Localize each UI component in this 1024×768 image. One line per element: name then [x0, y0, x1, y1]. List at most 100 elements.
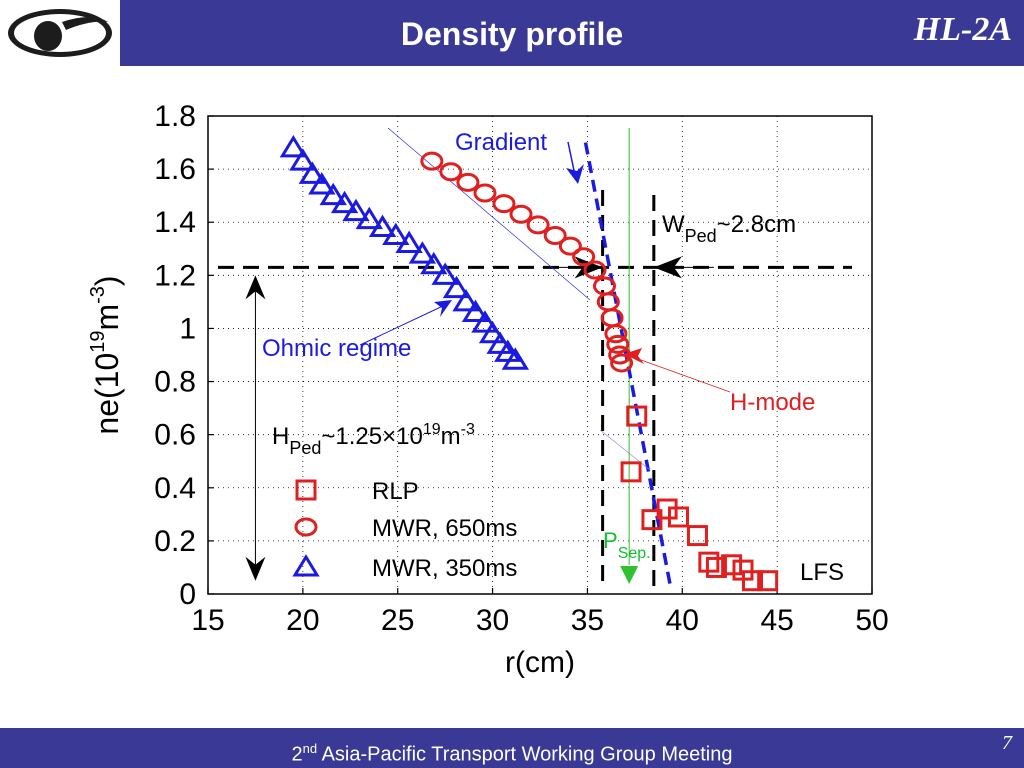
ohmic-pointer: [359, 304, 446, 346]
lfs-label: LFS: [800, 559, 844, 586]
hmode-arrowhead: [624, 348, 644, 364]
h-ped-arrow-up: [245, 275, 266, 300]
mwr350-point: [431, 262, 459, 285]
x-tick-label: 20: [286, 604, 319, 637]
mwr650-point: [492, 194, 516, 214]
y-axis-label-part: m: [89, 304, 125, 331]
page-number: 7: [1002, 732, 1012, 754]
mwr350-point: [471, 310, 499, 333]
x-tick-label: 45: [760, 604, 793, 637]
mwr350-point: [342, 198, 370, 222]
y-axis-label-part: ): [89, 275, 125, 286]
mwr650-point: [610, 353, 634, 373]
mwr350-point: [298, 161, 327, 184]
legend-entry: RLP: [372, 478, 419, 505]
page-title: Density profile: [400, 16, 624, 52]
gradient-fit-line: [583, 142, 673, 590]
mwr350-point: [292, 554, 320, 577]
h-ped-label-part: -3: [461, 421, 475, 438]
y-axis-label-part: 19: [87, 331, 109, 353]
mwr350-point: [289, 148, 317, 171]
y-tick-label: 0: [179, 578, 196, 611]
mwr350-point: [501, 347, 530, 370]
y-tick-label: 1.6: [154, 153, 196, 186]
footer-band: [0, 728, 1024, 768]
mwr350-point: [330, 190, 359, 214]
separatrix-label: PSep.: [603, 528, 651, 562]
y-tick-label: 1: [179, 312, 196, 345]
w-ped-arrow-left: [574, 256, 603, 279]
y-tick-label: 1.8: [154, 100, 196, 133]
ohmic-label: Ohmic regime: [262, 335, 411, 362]
swip-logo-icon: [8, 9, 112, 57]
mwr350-point: [368, 214, 397, 238]
mwr650-point: [558, 236, 582, 256]
hmode-label: H-mode: [730, 389, 815, 416]
rlp-pointer: [599, 429, 651, 471]
h-ped-label-part: 19: [423, 421, 441, 438]
w-ped-label-part: Ped: [685, 226, 717, 246]
mwr650-point: [606, 334, 630, 354]
logo-box: [0, 0, 120, 66]
legend-entry: MWR, 650ms: [372, 515, 517, 542]
y-tick-label: 0.2: [154, 525, 196, 558]
separatrix-label-part: P: [603, 528, 618, 553]
mwr650-point: [583, 260, 607, 280]
y-tick-label: 0.4: [154, 472, 196, 505]
rlp-point: [741, 570, 763, 592]
y-axis-label-part: -3: [87, 286, 109, 304]
mwr350-point: [478, 320, 507, 344]
h-ped-label-part: Ped: [289, 438, 321, 458]
mwr650-point: [456, 172, 480, 192]
mwr650-point: [608, 345, 632, 365]
gradient-arrowhead: [566, 164, 584, 184]
mwr650-point: [572, 247, 596, 267]
ohmic-arrowhead: [434, 300, 452, 317]
y-tick-label: 0.8: [154, 366, 196, 399]
rlp-point: [705, 556, 727, 578]
mwr650-point: [473, 183, 497, 203]
rlp-point: [721, 554, 743, 576]
footer-text: 2nd Asia-Pacific Transport Working Group…: [0, 736, 1024, 768]
footer-lead: 2: [291, 743, 303, 766]
separatrix-arrowhead: [620, 566, 639, 584]
rlp-point: [641, 509, 663, 531]
h-ped-label: HPed~1.25×1019m-3: [272, 421, 475, 458]
mwr350-point: [355, 206, 383, 230]
rlp-point: [757, 570, 779, 592]
w-ped-arrow-right: [653, 256, 682, 279]
plot-frame: [207, 115, 873, 595]
rlp-point: [620, 461, 642, 483]
w-ped-label-part: W: [662, 211, 685, 238]
w-ped-label: WPed~2.8cm: [662, 211, 796, 246]
mwr650-point: [439, 162, 463, 182]
mwr350-point: [395, 230, 423, 253]
x-tick-label: 50: [855, 604, 888, 637]
h-ped-label-part: ~1.25×10: [321, 423, 422, 450]
legend-entry: MWR, 350ms: [372, 555, 517, 582]
mwr350-point: [382, 222, 410, 245]
mwr350-point: [461, 299, 490, 323]
footer-rest: Asia-Pacific Transport Working Group Mee…: [317, 743, 733, 766]
mwr650-point: [294, 517, 318, 537]
mwr350-point: [452, 289, 480, 312]
rlp-point: [626, 405, 648, 427]
x-tick-label: 15: [191, 604, 224, 637]
separatrix-label-part: Sep.: [618, 545, 651, 562]
mwr650-point: [420, 151, 444, 171]
x-tick-label: 40: [666, 604, 699, 637]
x-tick-label: 25: [381, 604, 414, 637]
mwr650-point: [509, 204, 533, 224]
mwr350-point: [408, 241, 437, 264]
h-ped-label-part: H: [272, 423, 289, 450]
w-ped-label-part: ~2.8cm: [717, 211, 796, 238]
rlp-point: [667, 506, 689, 528]
y-tick-label: 0.6: [154, 419, 196, 452]
mwr350-point: [308, 172, 336, 195]
y-tick-label: 1.4: [154, 206, 196, 239]
x-axis-label: r(cm): [505, 646, 575, 679]
y-tick-label: 1.2: [154, 259, 196, 292]
h-ped-arrow-down: [245, 556, 266, 581]
rlp-point: [295, 479, 317, 501]
h-ped-label-part: m: [441, 423, 461, 450]
